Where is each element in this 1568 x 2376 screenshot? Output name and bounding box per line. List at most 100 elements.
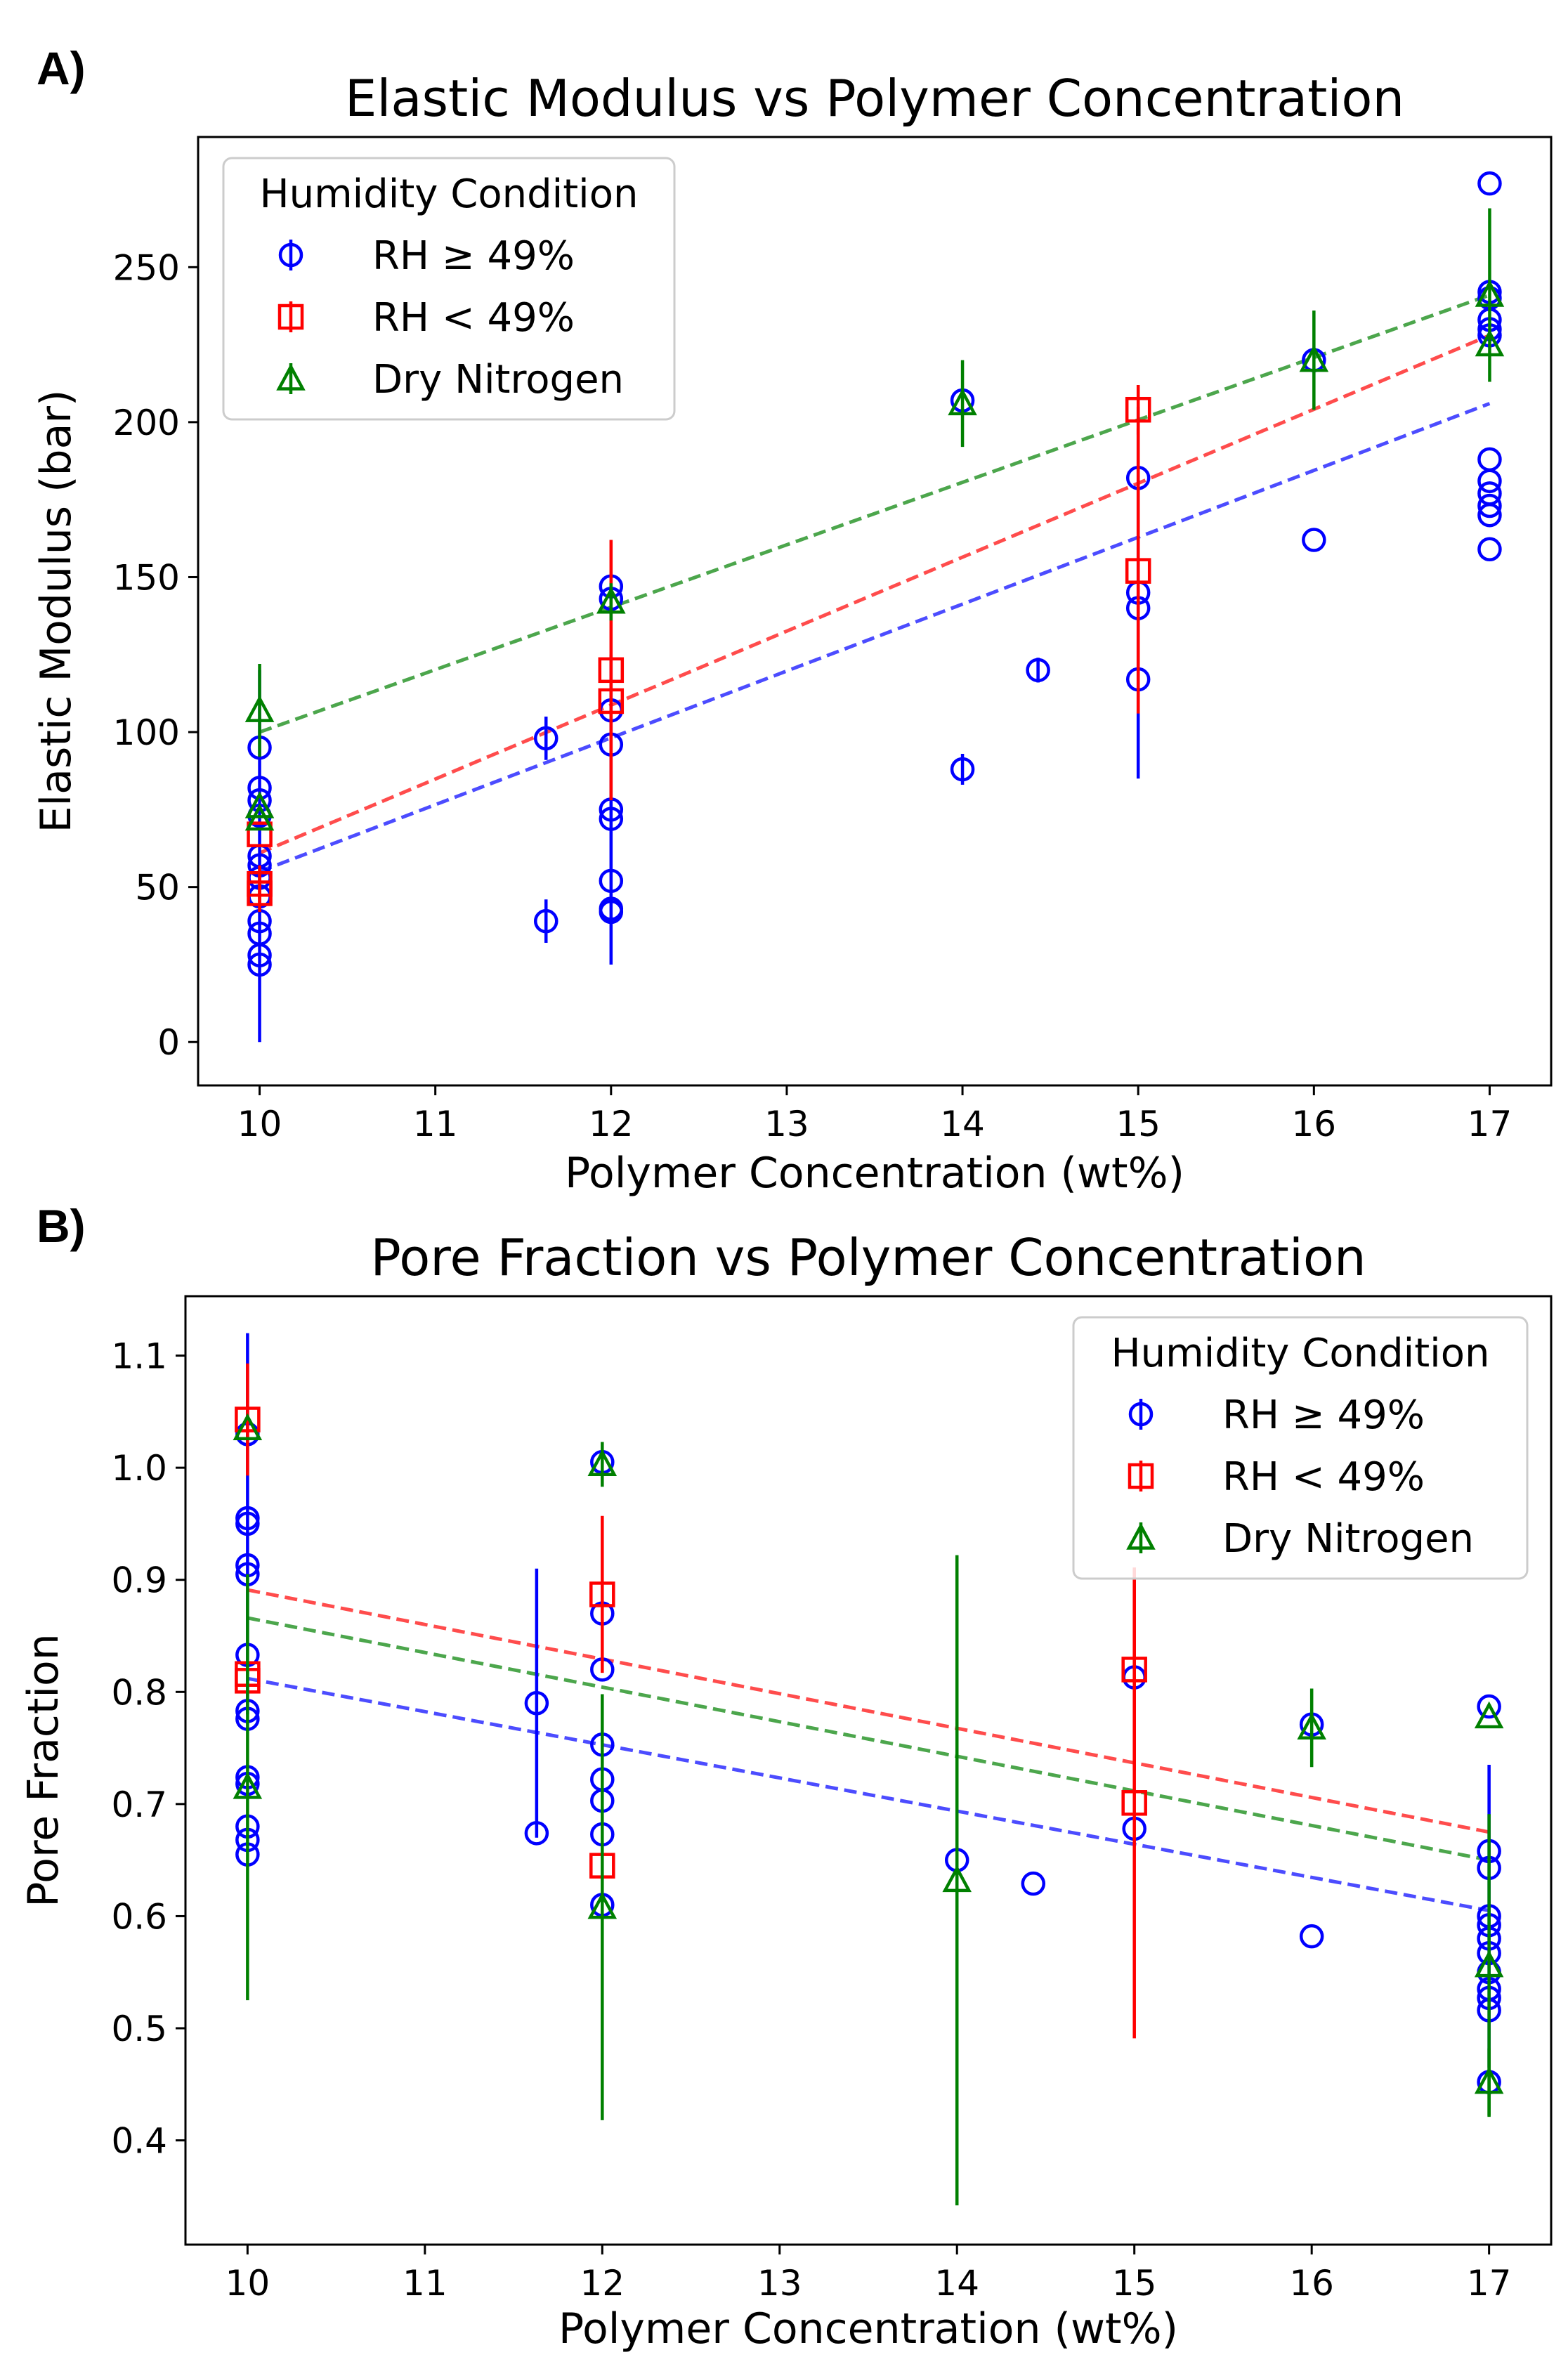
data-point-series-2 xyxy=(1121,1790,1147,1816)
data-point-series-2 xyxy=(247,880,273,906)
data-point-series-1 xyxy=(534,908,558,934)
fit-line-series-3 xyxy=(247,1616,1490,1862)
y-tick-label: 1.1 xyxy=(111,1336,167,1377)
data-point-series-1 xyxy=(1477,469,1502,493)
legend-label-series-1: RH ≥ 49% xyxy=(372,233,575,279)
data-point-series-2 xyxy=(247,821,273,847)
chart-panel-a: A) Elastic Modulus vs Polymer Concentrati… xyxy=(32,42,1553,1198)
legend-title: Humidity Condition xyxy=(1111,1331,1490,1376)
x-tick-label: 10 xyxy=(237,1104,282,1144)
chart-title: Pore Fraction vs Polymer Concentration xyxy=(370,1228,1366,1287)
data-point-series-3 xyxy=(244,803,275,831)
legend-title: Humidity Condition xyxy=(260,171,639,217)
data-point-series-2 xyxy=(1125,558,1151,584)
fit-line-series-2 xyxy=(259,334,1491,855)
y-axis-label: Elastic Modulus (bar) xyxy=(32,390,81,833)
x-tick-label: 12 xyxy=(589,1104,634,1144)
legend-label-series-1: RH ≥ 49% xyxy=(1222,1392,1425,1438)
data-point-series-3 xyxy=(596,587,626,614)
data-point-series-3 xyxy=(233,1772,263,1799)
x-tick-label: 14 xyxy=(940,1104,985,1144)
data-point-series-1 xyxy=(1477,1694,1501,1719)
data-point-series-3 xyxy=(1475,329,1505,357)
x-tick-label: 17 xyxy=(1468,1104,1513,1144)
plot-frame xyxy=(197,136,1553,1087)
y-tick-label: 0.6 xyxy=(111,1896,167,1937)
legend-marker-series-2 xyxy=(1128,1463,1154,1489)
y-tick-label: 0.4 xyxy=(111,2121,167,2162)
data-point-series-1 xyxy=(524,1821,549,1846)
data-point-series-3 xyxy=(1474,2066,1504,2094)
x-tick-label: 17 xyxy=(1467,2263,1512,2304)
data-point-series-2 xyxy=(598,688,625,714)
data-point-series-1 xyxy=(1477,502,1502,528)
chart-panel-b: B) Pore Fraction vs Polymer Concentration… xyxy=(19,1200,1553,2354)
data-point-series-3 xyxy=(1299,344,1329,372)
legend-box xyxy=(222,157,676,421)
y-tick-label: 0.8 xyxy=(111,1672,167,1713)
legend: Humidity Condition RH ≥ 49% RH < 49% Dry Ni… xyxy=(222,157,676,421)
data-point-series-1 xyxy=(1021,1871,1046,1896)
legend-marker-series-3 xyxy=(276,363,306,391)
data-point-series-3 xyxy=(587,1449,618,1477)
data-point-series-1 xyxy=(1299,1924,1324,1949)
fit-line-series-1 xyxy=(259,402,1491,873)
y-tick-label: 200 xyxy=(113,403,180,443)
x-tick-label: 11 xyxy=(403,2263,447,2304)
data-point-series-1 xyxy=(235,1511,260,1536)
data-point-series-1 xyxy=(1477,493,1502,518)
y-tick-label: 100 xyxy=(113,712,180,753)
fit-line-series-1 xyxy=(247,1676,1490,1912)
data-point-series-2 xyxy=(589,1581,615,1607)
panel-label: B) xyxy=(37,1200,86,1252)
data-point-series-3 xyxy=(587,1891,618,1919)
fit-line-series-3 xyxy=(259,293,1491,734)
y-tick-label: 50 xyxy=(135,868,180,908)
data-point-series-1 xyxy=(534,726,558,751)
data-point-series-1 xyxy=(524,1691,549,1716)
x-tick-label: 15 xyxy=(1116,1104,1161,1144)
data-point-series-3 xyxy=(948,388,977,416)
data-point-series-3 xyxy=(1297,1712,1326,1740)
data-point-series-3 xyxy=(233,1413,263,1440)
x-tick-label: 14 xyxy=(934,2263,979,2304)
y-tick-label: 150 xyxy=(113,557,180,598)
x-tick-label: 16 xyxy=(1289,2263,1334,2304)
y-tick-label: 0 xyxy=(157,1022,180,1063)
legend-label-series-3: Dry Nitrogen xyxy=(1222,1516,1474,1562)
legend-marker-series-1 xyxy=(1128,1402,1154,1427)
data-point-series-2 xyxy=(598,657,625,684)
data-point-series-1 xyxy=(1477,171,1502,196)
data-point-series-3 xyxy=(244,695,275,722)
legend-marker-series-3 xyxy=(1126,1522,1156,1550)
data-point-series-3 xyxy=(244,791,275,818)
legend-box xyxy=(1072,1316,1529,1580)
x-tick-label: 11 xyxy=(413,1104,458,1144)
legend-marker-series-2 xyxy=(277,303,304,330)
x-tick-label: 13 xyxy=(757,2263,802,2304)
data-point-series-1 xyxy=(950,757,975,782)
data-point-series-3 xyxy=(1474,1701,1504,1729)
x-axis-label: Polymer Concentration (wt%) xyxy=(558,2304,1178,2354)
x-tick-label: 10 xyxy=(226,2263,270,2304)
y-tick-label: 0.5 xyxy=(111,2009,167,2049)
y-tick-label: 0.7 xyxy=(111,1784,167,1825)
y-axis-label: Pore Fraction xyxy=(19,1633,68,1907)
data-point-series-3 xyxy=(1474,1950,1504,1978)
legend-label-series-2: RH < 49% xyxy=(1222,1454,1425,1500)
legend-marker-series-1 xyxy=(278,242,303,268)
fit-line-series-2 xyxy=(247,1588,1490,1834)
panel-label: A) xyxy=(37,42,86,94)
x-tick-label: 15 xyxy=(1112,2263,1157,2304)
data-point-series-3 xyxy=(942,1865,972,1893)
data-point-series-2 xyxy=(235,1406,261,1432)
data-point-series-1 xyxy=(1302,528,1326,552)
chart-title: Elastic Modulus vs Polymer Concentration xyxy=(345,69,1404,128)
data-point-series-1 xyxy=(1477,537,1502,562)
y-tick-label: 250 xyxy=(113,247,180,288)
x-tick-label: 13 xyxy=(764,1104,809,1144)
x-tick-label: 12 xyxy=(580,2263,625,2304)
y-tick-label: 0.9 xyxy=(111,1560,167,1601)
data-point-series-2 xyxy=(1125,396,1151,423)
